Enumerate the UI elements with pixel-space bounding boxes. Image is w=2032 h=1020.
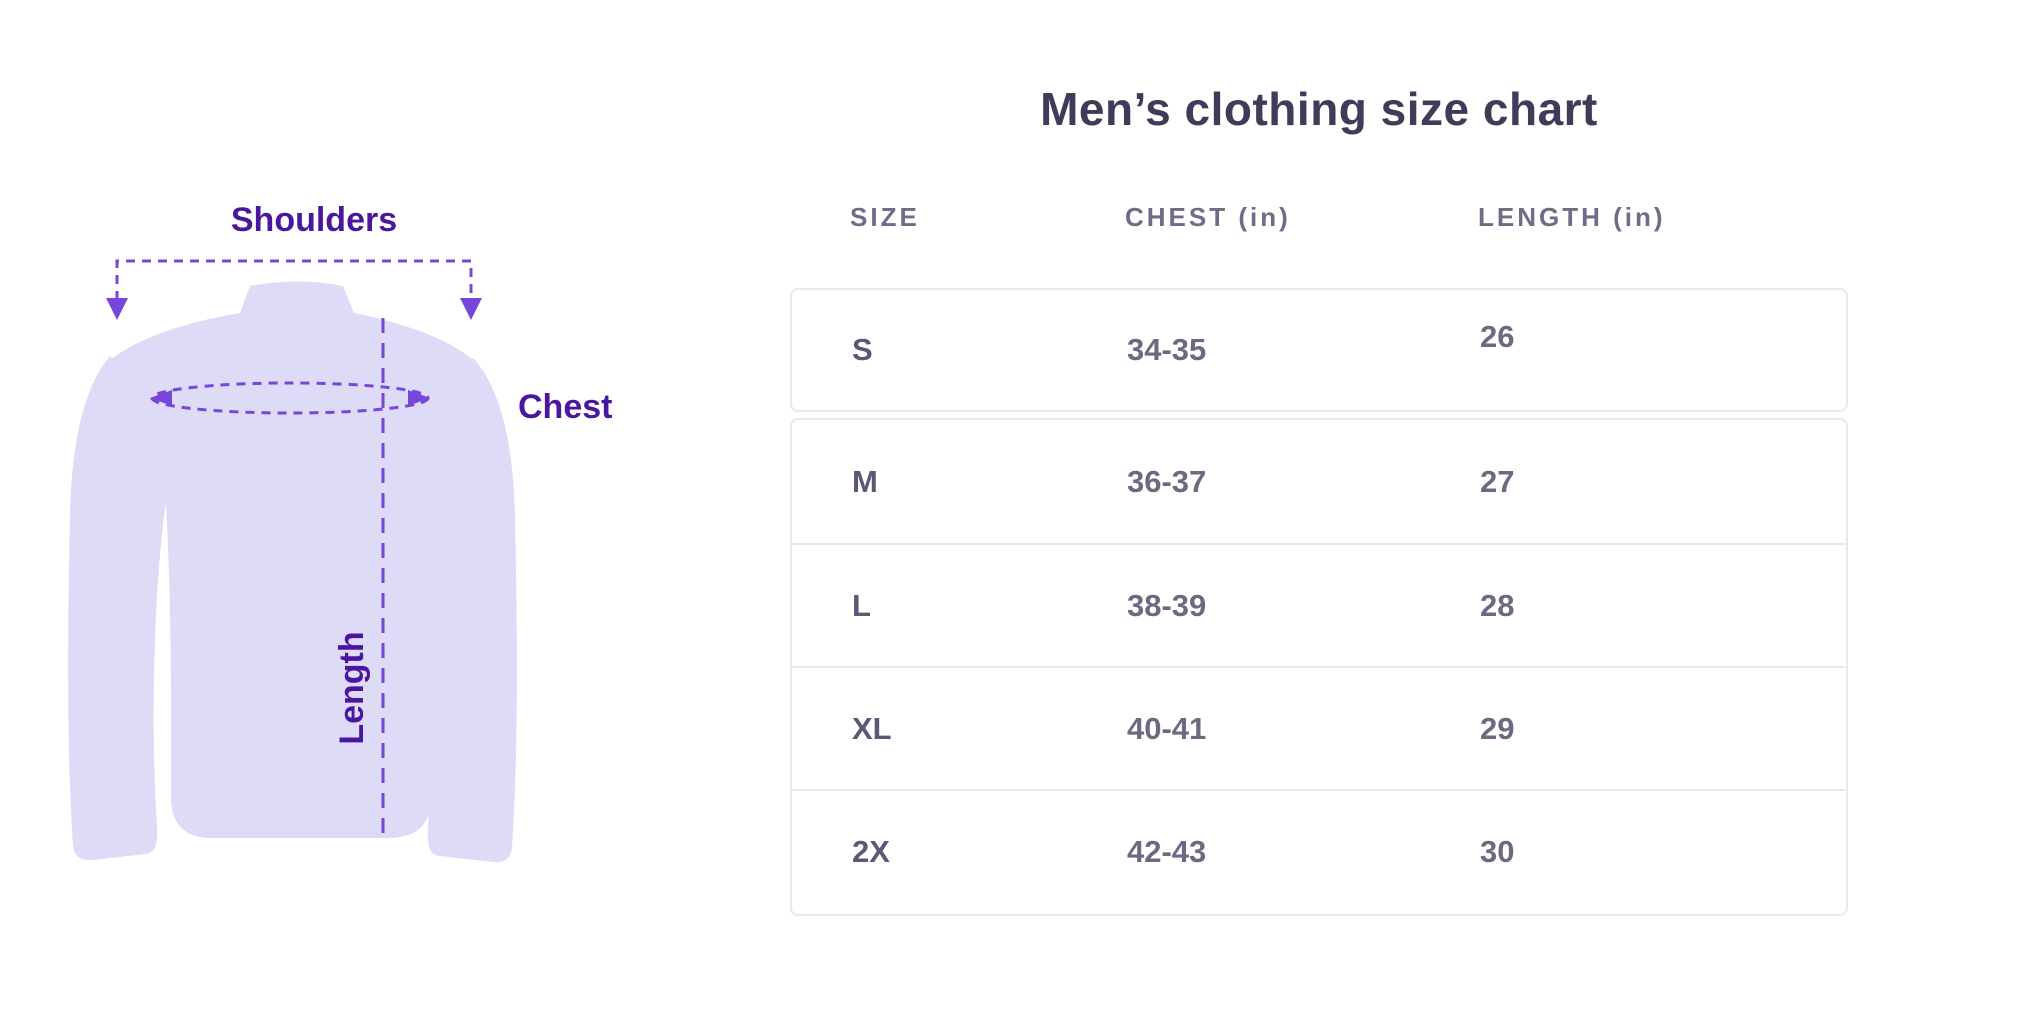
table-card-size-s: S 34-35 26 bbox=[790, 288, 1848, 412]
chest-cell: 34-35 bbox=[1127, 332, 1207, 367]
length-label: Length bbox=[333, 631, 371, 745]
chest-arrow-right-icon bbox=[408, 390, 430, 406]
length-cell: 27 bbox=[1480, 463, 1515, 499]
shoulders-bracket-line bbox=[115, 259, 473, 300]
shoulders-label: Shoulders bbox=[230, 201, 398, 239]
chest-cell: 42-43 bbox=[1127, 833, 1207, 869]
chest-label: Chest bbox=[518, 388, 613, 426]
length-cell: 30 bbox=[1480, 833, 1515, 869]
column-header-chest: CHEST (in) bbox=[1125, 202, 1291, 232]
length-cell: 29 bbox=[1480, 710, 1515, 746]
chest-cell: 38-39 bbox=[1127, 587, 1207, 623]
shirt-torso-shape bbox=[110, 281, 473, 838]
table-row: L 38-39 28 bbox=[792, 543, 1846, 666]
size-cell: S bbox=[852, 332, 873, 367]
table-row: XL 40-41 29 bbox=[792, 666, 1846, 789]
length-cell: 28 bbox=[1480, 587, 1515, 623]
table-card-sizes-m-2x: M 36-37 27 L 38-39 28 XL 40-41 29 2X 42-… bbox=[790, 418, 1848, 916]
shirt-left-sleeve-shape bbox=[68, 356, 192, 861]
length-cell: 26 bbox=[1480, 319, 1515, 354]
table-row: S 34-35 26 bbox=[792, 290, 1846, 410]
column-header-size: SIZE bbox=[850, 202, 920, 232]
shoulders-arrow-right-icon bbox=[460, 298, 482, 320]
size-cell: 2X bbox=[852, 833, 890, 869]
size-cell: XL bbox=[852, 710, 892, 746]
shirt-right-sleeve-shape bbox=[393, 358, 517, 863]
page-title: Men’s clothing size chart bbox=[1040, 83, 1598, 135]
shirt-measurement-diagram bbox=[40, 150, 660, 880]
chest-cell: 36-37 bbox=[1127, 463, 1207, 499]
table-header-row: SIZE CHEST (in) LENGTH (in) bbox=[790, 202, 1848, 233]
size-cell: M bbox=[852, 463, 878, 499]
chest-arrow-left-icon bbox=[150, 390, 172, 406]
column-header-length: LENGTH (in) bbox=[1478, 202, 1666, 232]
table-row: M 36-37 27 bbox=[792, 420, 1846, 543]
table-row: 2X 42-43 30 bbox=[792, 789, 1846, 912]
size-cell: L bbox=[852, 587, 871, 623]
shirt-illustration bbox=[68, 259, 517, 863]
shoulders-arrow-left-icon bbox=[106, 298, 128, 320]
chest-cell: 40-41 bbox=[1127, 710, 1207, 746]
